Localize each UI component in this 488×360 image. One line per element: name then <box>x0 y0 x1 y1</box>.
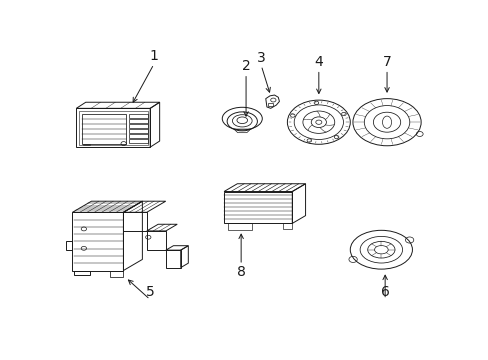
Text: 5: 5 <box>145 285 154 299</box>
Bar <box>129 129 147 133</box>
Bar <box>129 114 147 118</box>
Bar <box>267 103 272 105</box>
Text: 2: 2 <box>241 59 250 73</box>
Text: 8: 8 <box>236 265 245 279</box>
Bar <box>129 139 147 143</box>
Text: 7: 7 <box>382 55 390 69</box>
Bar <box>227 223 251 230</box>
Text: 1: 1 <box>149 49 158 63</box>
Text: 4: 4 <box>314 55 323 69</box>
Bar <box>129 134 147 138</box>
Bar <box>129 124 147 128</box>
Text: 3: 3 <box>256 50 265 64</box>
Text: 6: 6 <box>380 285 389 299</box>
Bar <box>282 223 292 229</box>
Bar <box>129 119 147 123</box>
